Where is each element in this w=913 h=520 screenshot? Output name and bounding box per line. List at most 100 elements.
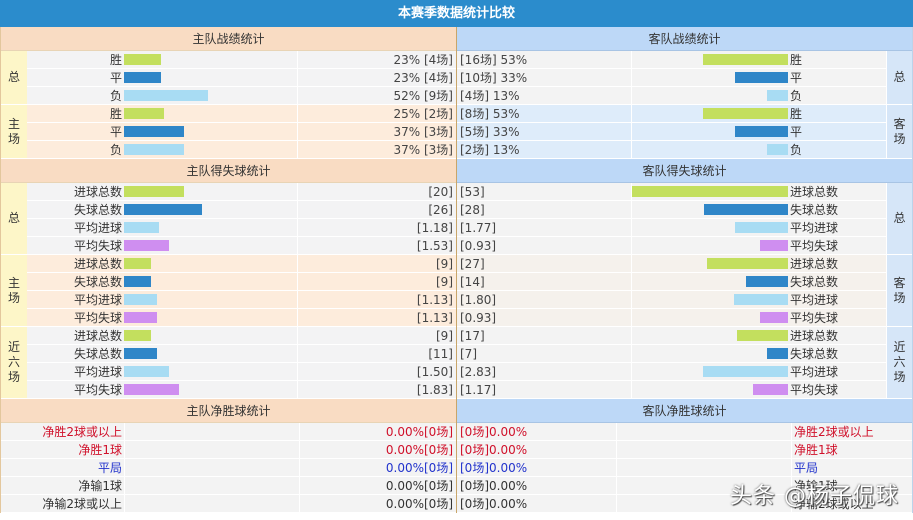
net-section: 主队净胜球统计 净胜2球或以上 0.00%[0场] 净胜1球 0.00%[0场] 平局 0… <box>0 399 913 513</box>
net-label: 平局 <box>794 461 819 475</box>
stat-value: [1.17] <box>460 382 497 397</box>
group-label: 总 <box>1 183 27 255</box>
stat-group: 总 进球总数 [20] 失球总数 [26] 平均进球 [1.18] 平均失球 [1.53] <box>1 183 456 255</box>
net-row: [0场]0.00% 净输1球 <box>457 477 912 495</box>
net-label: 净输1球 <box>78 479 122 493</box>
stat-label: 负 <box>109 143 122 157</box>
stat-row: 进球总数 [20] <box>27 183 456 201</box>
stat-value: [9] <box>436 256 453 271</box>
stat-bar <box>707 258 788 269</box>
group-label: 主 场 <box>1 255 27 327</box>
stat-bar <box>704 204 788 215</box>
stat-label: 胜 <box>790 53 803 67</box>
stat-label: 平均失球 <box>790 311 839 325</box>
bar-cell <box>124 345 298 362</box>
bar-cell <box>631 363 788 380</box>
away-net-rows: [0场]0.00% 净胜2球或以上 [0场]0.00% 净胜1球 [0场]0.00% 平局… <box>457 423 912 513</box>
away-net-title: 客队净胜球统计 <box>457 399 912 423</box>
stat-row: 失球总数 [26] <box>27 201 456 219</box>
stat-label: 平均失球 <box>73 383 122 397</box>
stat-bar <box>703 108 788 119</box>
bar-cell <box>124 237 298 254</box>
group-rows: [53] 进球总数 [28] 失球总数 [1.77] 平均进球 [0.93] 平均失球 <box>457 183 886 255</box>
stat-row: [14] 失球总数 <box>457 273 886 291</box>
stat-bar <box>124 204 202 215</box>
stat-row: 进球总数 [9] <box>27 255 456 273</box>
stat-row: [5场] 33% 平 <box>457 123 886 141</box>
stat-label: 负 <box>790 143 803 157</box>
group-rows: [8场] 53% 胜 [5场] 33% 平 [2场] 13% 负 <box>457 105 886 159</box>
goals-section: 主队得失球统计 总进球总数 [20] 失球总数 [26] 平均进球 [1.18] 平均失球[… <box>0 159 913 399</box>
stat-label: 平均失球 <box>73 311 122 325</box>
home-goals-title: 主队得失球统计 <box>1 159 456 183</box>
stat-bar <box>124 144 184 155</box>
bar-cell <box>124 381 298 398</box>
stat-value: 25% [2场] <box>393 107 454 121</box>
away-goals-groups: [53] 进球总数 [28] 失球总数 [1.77] 平均进球 [0.93] 平均失球总 [27… <box>457 183 912 399</box>
stat-label: 平均进球 <box>73 365 122 379</box>
stat-row: [7] 失球总数 <box>457 345 886 363</box>
stat-value: [1.77] <box>460 220 497 235</box>
stat-bar <box>124 312 157 323</box>
stat-row: [2场] 13% 负 <box>457 141 886 159</box>
stat-bar <box>632 186 788 197</box>
stat-label: 失球总数 <box>790 347 839 361</box>
bar-cell <box>124 273 298 290</box>
stat-value: [7] <box>460 346 477 361</box>
home-goals-panel: 主队得失球统计 总进球总数 [20] 失球总数 [26] 平均进球 [1.18] 平均失球[… <box>0 159 456 399</box>
net-value: [0场]0.00% <box>460 425 528 439</box>
home-record-groups: 总胜 23% [4场] 平 23% [4场] 负 52% [9场] 主 场胜 25% [2场]… <box>1 51 456 159</box>
stat-bar <box>124 90 208 101</box>
stat-group: 近 六 场 进球总数 [9] 失球总数 [11] 平均进球 [1.50] 平均失球 [1.83] <box>1 327 456 399</box>
group-rows: 进球总数 [20] 失球总数 [26] 平均进球 [1.18] 平均失球 [1.53] <box>27 183 456 255</box>
stat-group: [27] 进球总数 [14] 失球总数 [1.80] 平均进球 [0.93] 平均失球 客 场 <box>457 255 912 327</box>
stat-row: 平 37% [3场] <box>27 123 456 141</box>
stat-label: 失球总数 <box>790 275 839 289</box>
stat-value: [1.80] <box>460 292 497 307</box>
stat-value: [2.83] <box>460 364 497 379</box>
group-rows: [27] 进球总数 [14] 失球总数 [1.80] 平均进球 [0.93] 平均失球 <box>457 255 886 327</box>
net-row: [0场]0.00% 平局 <box>457 459 912 477</box>
bar-cell <box>631 141 788 158</box>
stat-row: 进球总数 [9] <box>27 327 456 345</box>
stat-value: [27] <box>460 256 485 271</box>
stat-bar <box>124 186 184 197</box>
stat-row: 胜 25% [2场] <box>27 105 456 123</box>
group-rows: [17] 进球总数 [7] 失球总数 [2.83] 平均进球 [1.17] 平均失球 <box>457 327 886 399</box>
stat-row: 平均失球 [1.53] <box>27 237 456 255</box>
group-label: 总 <box>886 51 912 105</box>
watermark: 头条 @杨子侃球 <box>730 484 899 509</box>
stat-value: [4场] 13% <box>460 89 520 103</box>
stat-group: [17] 进球总数 [7] 失球总数 [2.83] 平均进球 [1.17] 平均失球 近 六 场 <box>457 327 912 399</box>
stat-row: [16场] 53% 胜 <box>457 51 886 69</box>
bar-cell <box>631 273 788 290</box>
stat-bar <box>767 348 788 359</box>
net-bar-cell <box>124 459 300 476</box>
stat-label: 失球总数 <box>73 347 122 361</box>
stat-value: [9] <box>436 274 453 289</box>
net-value: 0.00%[0场] <box>385 479 453 493</box>
stat-row: [53] 进球总数 <box>457 183 886 201</box>
stat-label: 平 <box>109 125 122 139</box>
stat-label: 胜 <box>109 53 122 67</box>
stat-bar <box>124 126 184 137</box>
stat-group: [8场] 53% 胜 [5场] 33% 平 [2场] 13% 负 客 场 <box>457 105 912 159</box>
bar-cell <box>124 141 298 158</box>
stat-value: [1.13] <box>416 292 453 307</box>
stat-label: 进球总数 <box>73 185 122 199</box>
stat-row: 平均失球 [1.13] <box>27 309 456 327</box>
group-label: 总 <box>1 51 27 105</box>
net-label: 净输1球 <box>794 479 838 493</box>
net-label: 净胜2球或以上 <box>42 425 122 439</box>
bar-cell <box>631 105 788 122</box>
stat-label: 平均进球 <box>790 365 839 379</box>
net-label: 净胜2球或以上 <box>794 425 874 439</box>
group-rows: [16场] 53% 胜 [10场] 33% 平 [4场] 13% 负 <box>457 51 886 105</box>
stat-value: [1.50] <box>416 364 453 379</box>
net-bar-cell <box>124 495 300 512</box>
away-record-title: 客队战绩统计 <box>457 27 912 51</box>
bar-cell <box>631 87 788 104</box>
stat-value: [5场] 33% <box>460 125 520 139</box>
stat-bar <box>767 90 788 101</box>
stat-bar <box>703 54 788 65</box>
